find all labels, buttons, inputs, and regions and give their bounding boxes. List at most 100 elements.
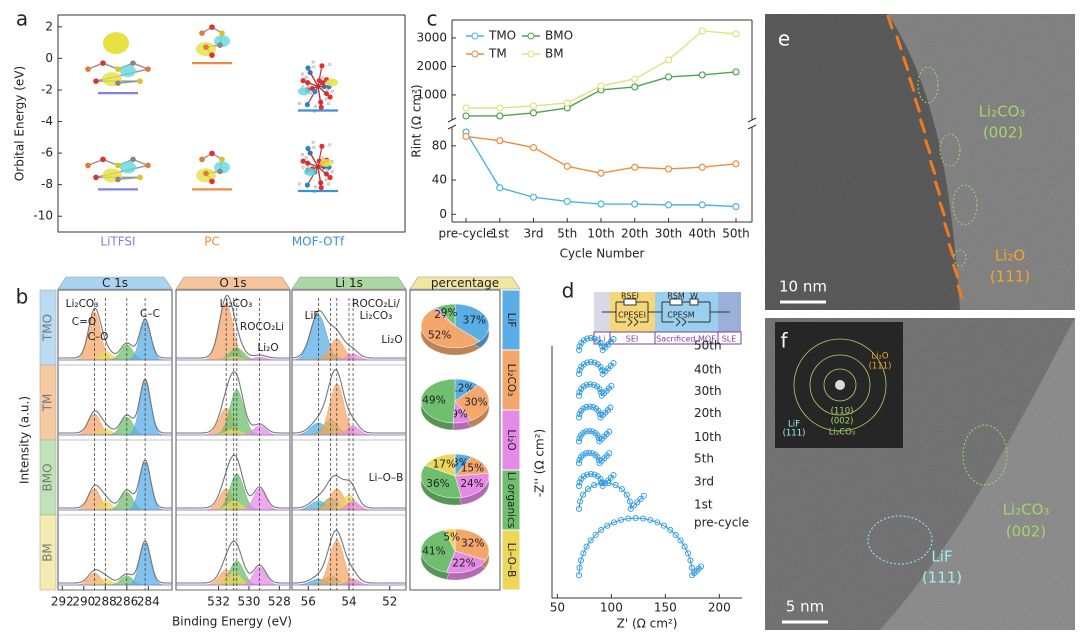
data-point <box>698 27 706 35</box>
impedance-point <box>587 381 594 388</box>
impedance-point <box>684 550 692 557</box>
impedance-point <box>594 432 601 439</box>
orbital-lobe <box>298 87 310 96</box>
x-tick-label: 284 <box>137 595 160 609</box>
x-axis-label: Z' (Ω cm²) <box>617 617 678 631</box>
peak-annotation: Li₂CO₃ <box>66 298 99 310</box>
element-label: RSM <box>667 292 685 301</box>
impedance-point <box>617 516 625 524</box>
impedance-point <box>591 359 598 366</box>
impedance-point <box>576 435 583 442</box>
row-label: BM <box>41 543 55 562</box>
impedance-point <box>584 359 591 366</box>
data-point <box>631 200 639 208</box>
data-point <box>664 165 673 173</box>
atom <box>304 156 308 160</box>
atom <box>93 174 99 181</box>
y-axis-label: Orbital Energy (eV) <box>13 66 27 181</box>
impedance-point <box>586 403 593 410</box>
fit-envelope <box>58 540 172 584</box>
scale-bar-label: 10 nm <box>779 278 827 296</box>
atom <box>100 156 106 163</box>
pie-slice <box>446 550 487 574</box>
atom <box>209 150 215 157</box>
pie-label: 32% <box>461 538 484 550</box>
pie-slice <box>454 472 490 498</box>
tab-label: C 1s <box>102 276 128 290</box>
data-point <box>563 99 571 107</box>
pie-slice <box>420 308 481 349</box>
atom <box>327 174 333 181</box>
impedance-point <box>595 435 603 442</box>
atom <box>145 162 151 169</box>
data-point <box>664 201 673 209</box>
annotation: (111) <box>922 569 962 587</box>
atom <box>300 78 306 84</box>
atom <box>137 174 143 181</box>
x-tick-label: 5th <box>557 227 577 241</box>
impedance-point <box>589 450 596 457</box>
x-tick-label: 286 <box>115 595 138 609</box>
data-point <box>462 132 470 141</box>
impedance-point <box>595 456 603 463</box>
atom <box>209 52 215 58</box>
atom <box>311 140 315 145</box>
resistor <box>623 298 637 306</box>
data-point <box>631 75 639 83</box>
grain-outline <box>939 133 961 167</box>
cpe <box>675 317 687 327</box>
curve-label: 10th <box>694 430 722 444</box>
region-label: SEI <box>626 335 639 344</box>
panel-label: c <box>427 7 438 31</box>
fit-envelope <box>58 307 172 359</box>
data-point <box>732 202 740 211</box>
x-tick-label: 50th <box>722 227 750 241</box>
axis-break <box>747 117 757 123</box>
pie-slice <box>454 384 490 421</box>
impedance-point <box>604 522 611 529</box>
data-point <box>732 160 740 168</box>
y-tick-label: 80 <box>432 138 447 152</box>
impedance-point <box>595 407 602 415</box>
legend-label: TM <box>488 47 507 61</box>
warburg <box>689 298 699 306</box>
impedance-point <box>630 502 638 509</box>
panel-label: f <box>780 329 788 353</box>
legend-label: TMO <box>488 29 516 43</box>
atom <box>130 60 136 66</box>
impedance-point <box>598 526 605 533</box>
impedance-point <box>576 343 583 350</box>
impedance-point <box>596 385 603 393</box>
impedance-point <box>580 429 587 437</box>
data-point <box>631 83 639 91</box>
data-point <box>496 104 504 112</box>
x-tick-label: 52 <box>382 595 397 609</box>
impedance-point <box>580 473 587 480</box>
atom <box>219 156 225 163</box>
impedance-point <box>586 427 593 435</box>
region-label: Li <box>599 335 606 344</box>
impedance-point <box>583 404 590 411</box>
interface-dash <box>947 242 955 258</box>
legend-label: Li–O–B <box>505 543 517 578</box>
circuit-wires <box>602 301 730 323</box>
impedance-point <box>575 414 583 421</box>
peak-annotation: Li₂CO₃ <box>220 298 253 310</box>
circuit: Li SEI Sacrificed MOF SLE RSEI CPESEI RS… <box>593 292 742 345</box>
impedance-point <box>597 475 604 482</box>
impedance-point <box>580 383 587 390</box>
legend-swatch <box>501 529 521 591</box>
molecule-name: MOF-OTf <box>292 235 345 249</box>
impedance-point <box>580 491 587 498</box>
pie-label: 30% <box>464 397 487 409</box>
pie-slice <box>424 453 456 477</box>
impedance-point <box>610 360 617 367</box>
atom <box>219 30 225 36</box>
impedance-point <box>577 557 584 564</box>
bond <box>117 176 141 181</box>
impedance-point <box>584 335 591 342</box>
pie-slice <box>454 303 490 342</box>
tab <box>57 276 173 290</box>
peak-annotation: ROCO₂Li <box>240 321 284 333</box>
